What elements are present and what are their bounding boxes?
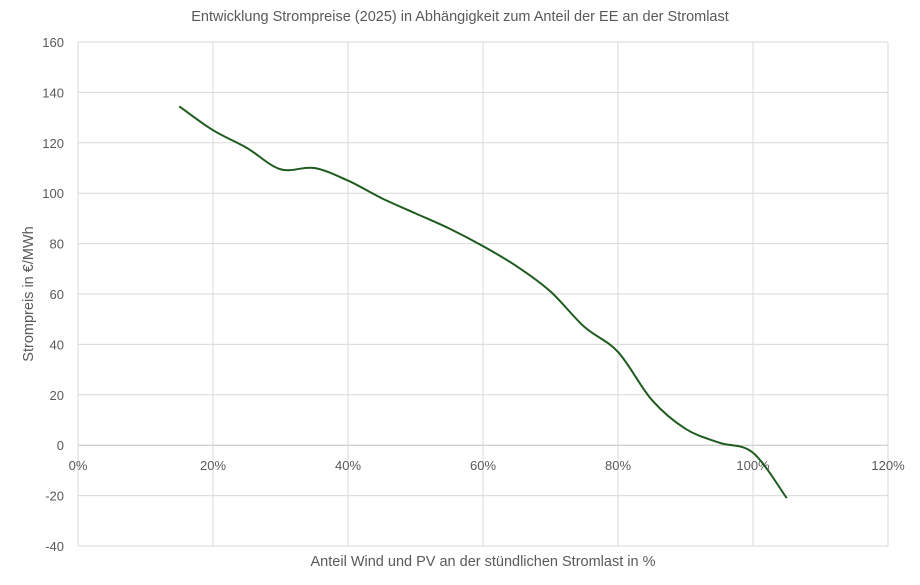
y-tick-label: 80 (50, 237, 64, 252)
y-tick-label: 140 (42, 85, 64, 100)
x-tick-label: 60% (470, 458, 496, 473)
y-axis-label: Strompreis in €/MWh (21, 226, 37, 361)
x-tick-label: 40% (335, 458, 361, 473)
chart-title: Entwicklung Strompreise (2025) in Abhäng… (191, 9, 729, 25)
y-tick-label: -40 (45, 539, 64, 554)
y-tick-label: 60 (50, 287, 64, 302)
x-tick-label: 20% (200, 458, 226, 473)
tick-labels: -40 -20 0 20 40 60 80 100 120 140 160 0% 20% 40% 60% 80… (42, 35, 905, 554)
x-axis-label: Anteil Wind und PV an der stündlichen St… (311, 554, 656, 570)
y-tick-label: 120 (42, 136, 64, 151)
y-tick-label: 20 (50, 388, 64, 403)
y-tick-label: 0 (57, 438, 64, 453)
y-tick-label: -20 (45, 489, 64, 504)
series-line (178, 105, 788, 499)
x-tick-label: 80% (605, 458, 631, 473)
grid (77, 41, 889, 547)
x-tick-label: 0% (69, 458, 88, 473)
y-tick-label: 100 (42, 186, 64, 201)
y-tick-label: 40 (50, 337, 64, 352)
y-tick-label: 160 (42, 35, 64, 50)
x-tick-label: 120% (871, 458, 905, 473)
